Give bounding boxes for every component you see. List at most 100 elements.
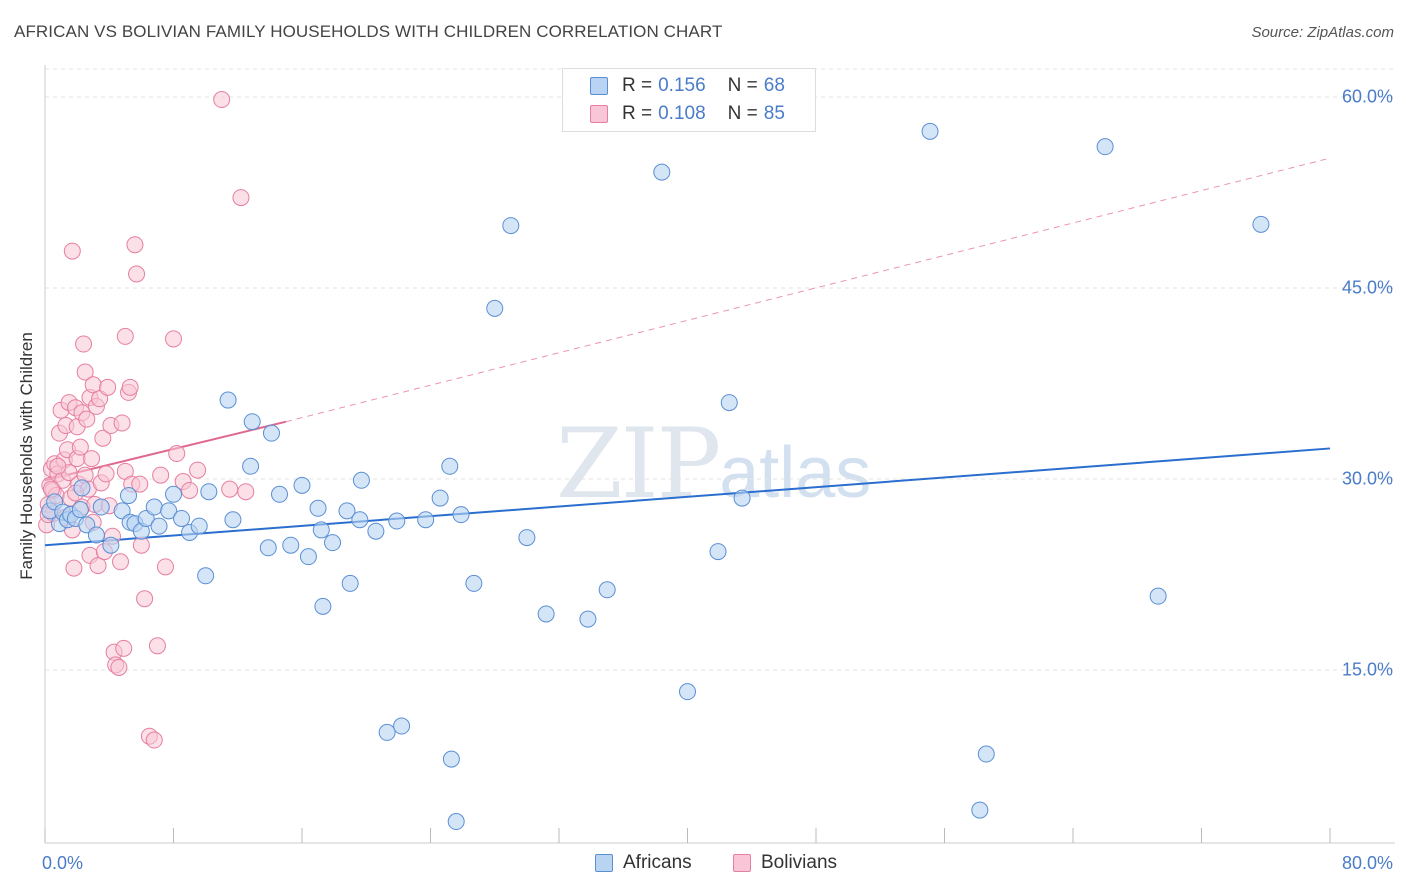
source-label: Source: ZipAtlas.com [1251,24,1394,41]
n-label: N = [727,75,758,96]
bolivians-point [156,558,174,576]
africans-point [71,501,89,519]
bolivians-point [116,327,134,345]
bolivians-point [221,480,239,498]
africans-point [378,723,396,741]
africans-point [150,517,168,535]
africans-point [271,485,289,503]
bolivians-point [110,658,128,676]
africans-point [709,543,727,561]
africans-point [971,801,989,819]
n-value: 68 [763,75,785,96]
stats-legend: R = 0.156 N = 68 R = 0.108 N = 85 [562,68,816,132]
bolivians-swatch [590,105,608,123]
bolivians-point [128,265,146,283]
africans-point [367,522,385,540]
africans-point [502,217,520,235]
africans-point [309,499,327,517]
africans-point [259,539,277,557]
bolivians-point [97,465,115,483]
africans-point [518,529,536,547]
chart-title: AFRICAN VS BOLIVIAN FAMILY HOUSEHOLDS WI… [14,22,723,41]
africans-point [537,605,555,623]
africans-point [393,717,411,735]
bolivians-point [189,461,207,479]
africans-point [262,424,280,442]
africans-point [733,489,751,507]
africans-points [41,122,1270,831]
bolivians-point [131,475,149,493]
africans-point [452,506,470,524]
africans-point [242,457,260,475]
africans-point [299,548,317,566]
bolivians-point [63,242,81,260]
africans-point [1252,215,1270,233]
y-tick-label: 15.0% [1341,659,1393,680]
bolivians-point [99,378,117,396]
africans-point [598,581,616,599]
africans-point [653,163,671,181]
africans-point [442,750,460,768]
bolivians-point [168,445,186,463]
africans-point [921,122,939,140]
africans-legend-label: Africans [623,852,692,873]
africans-legend-swatch [595,854,613,872]
africans-point [324,534,342,552]
bottom-legend-africans[interactable]: Africans [595,852,692,874]
r-value: 0.108 [658,103,706,124]
africans-point [1149,587,1167,605]
bolivians-point [78,410,96,428]
bolivians-point [213,91,231,109]
africans-point [165,485,182,503]
africans-point [190,517,208,535]
africans-point [1096,138,1114,156]
bolivians-point [115,639,133,657]
africans-point [200,483,218,501]
bolivians-point [237,483,255,501]
bolivians-point [65,559,83,577]
bolivians-point [75,335,93,353]
africans-point [679,683,696,701]
africans-point [224,511,242,529]
n-label: N = [727,103,758,124]
r-label: R = [622,103,653,124]
bolivians-point [71,438,89,456]
y-tick-label: 45.0% [1341,277,1393,298]
africans-point [338,502,356,520]
legend-row-bolivians: R = 0.108 N = 85 [590,103,785,125]
africans-point [388,512,406,530]
y-tick-label: 30.0% [1341,468,1393,489]
africans-point [87,526,105,544]
bottom-legend-bolivians[interactable]: Bolivians [733,852,837,874]
africans-point [341,574,359,592]
r-label: R = [622,75,653,96]
r-value: 0.156 [658,75,706,96]
africans-point [312,521,330,539]
bolivians-point [165,330,182,348]
bolivians-point [83,450,101,468]
africans-point [720,394,738,412]
africans-point [351,511,369,529]
bolivians-point [113,414,131,432]
axes [44,65,1395,844]
bolivians-point [121,378,139,396]
africans-point [977,745,995,763]
bolivians-legend-swatch [733,854,751,872]
africans-point [447,813,465,831]
y-axis-title: Family Households with Children [17,332,36,580]
legend-row-africans: R = 0.156 N = 68 [590,75,785,97]
africans-trend-line [44,447,1331,547]
africans-point [579,610,597,628]
africans-point [282,536,300,554]
africans-point [160,502,178,520]
africans-point [314,597,332,615]
africans-swatch [590,77,608,95]
bolivians-point [148,637,166,655]
africans-point [92,498,110,516]
africans-point [486,299,504,317]
bolivians-trend-dashed [285,157,1331,423]
bolivians-point [152,466,170,484]
africans-point [73,479,91,497]
bolivians-legend-label: Bolivians [761,852,838,873]
